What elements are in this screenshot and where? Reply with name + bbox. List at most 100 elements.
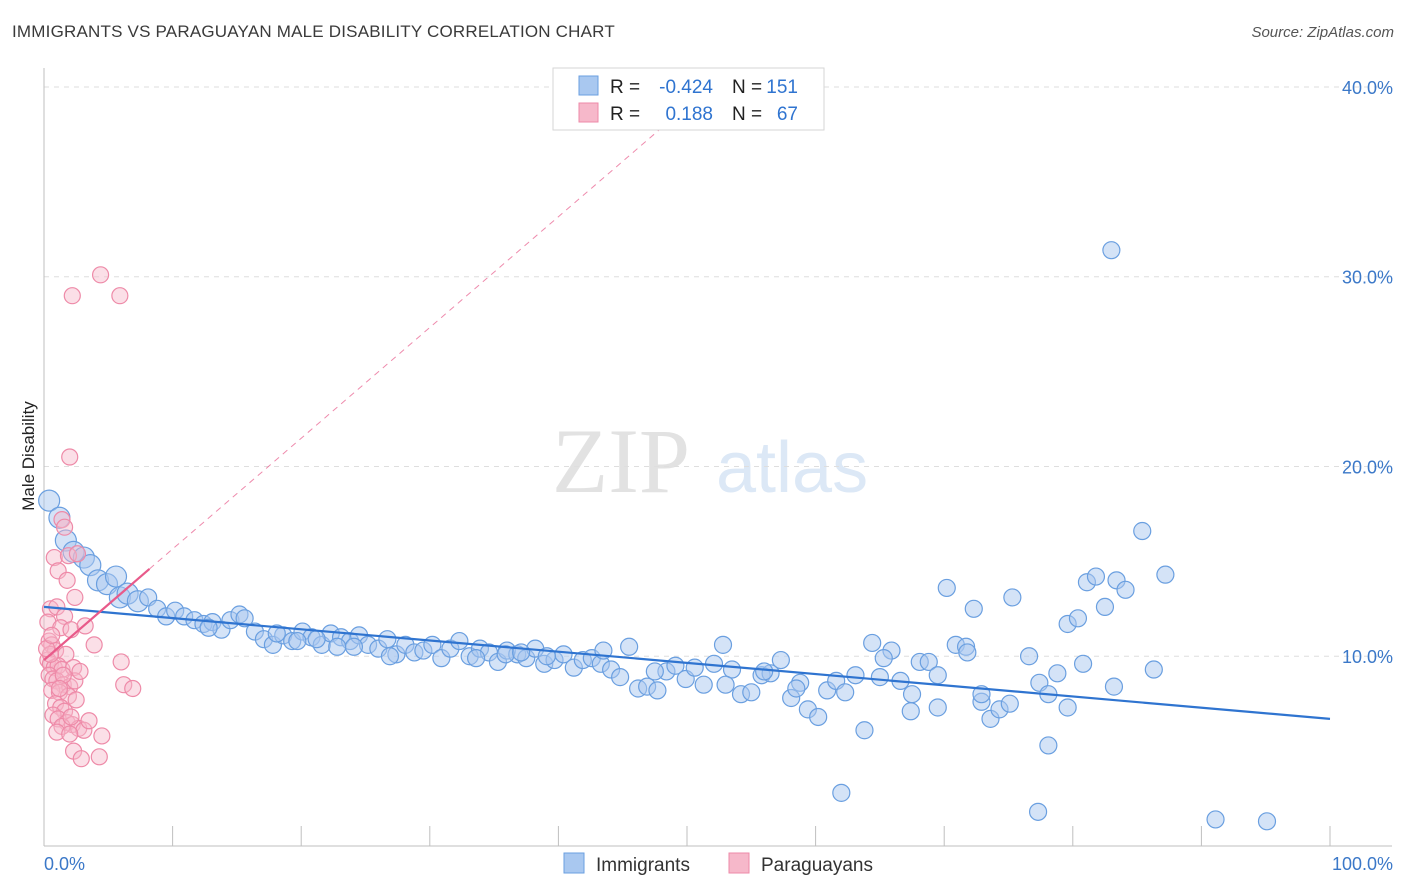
immigrants-point [902, 685, 922, 704]
immigrants-point [1086, 567, 1106, 586]
paraguayans-point [48, 723, 66, 741]
immigrants-n-value: 151 [766, 77, 798, 98]
x-tick-label: 100.0% [1332, 854, 1393, 874]
immigrants-r-value: -0.424 [659, 77, 713, 98]
paraguayans-point [61, 448, 79, 466]
immigrants-point [1102, 241, 1121, 260]
paraguayans-point [68, 545, 87, 563]
paraguayans-point [93, 727, 111, 745]
immigrants-point [1144, 660, 1163, 679]
series-legend: Immigrants Paraguayans [563, 852, 873, 876]
legend-paraguayans-swatch [728, 852, 750, 874]
watermark-atlas: atlas [716, 428, 868, 508]
immigrants-point [1019, 647, 1039, 666]
paraguayans-point [66, 588, 84, 607]
immigrants-point [694, 675, 713, 694]
immigrants-point [648, 681, 667, 700]
immigrants-point [1058, 698, 1077, 717]
source-credit: Source: ZipAtlas.com [1251, 24, 1394, 41]
immigrants-swatch [578, 75, 599, 96]
paraguayans-point [124, 679, 142, 698]
legend-immigrants-swatch [563, 852, 585, 874]
paraguayans-point [61, 725, 79, 743]
immigrants-point [855, 721, 874, 740]
immigrants-points [38, 241, 1277, 831]
immigrants-point [1068, 609, 1088, 628]
x-tick-label: 0.0% [44, 854, 85, 874]
immigrants-point [901, 702, 920, 721]
immigrants-point [919, 652, 938, 672]
axis-layer [43, 68, 1392, 847]
immigrants-point [685, 658, 704, 677]
y-tick-label: 20.0% [1342, 457, 1393, 477]
immigrants-point [958, 643, 977, 662]
immigrants-point [928, 666, 947, 685]
immigrants-point [742, 683, 761, 702]
paraguayans-point [91, 266, 110, 284]
paraguayans-point [80, 712, 98, 730]
paraguayans-point [71, 662, 89, 681]
immigrants-point [716, 675, 735, 694]
immigrants-point [1039, 736, 1058, 755]
immigrants-point [755, 662, 774, 681]
paraguayans-trend-extension [149, 105, 688, 570]
paraguayans-point [55, 518, 74, 536]
immigrants-point [344, 637, 364, 656]
immigrants-point [1000, 694, 1019, 713]
immigrants-point [1095, 597, 1115, 617]
paraguayans-point [85, 636, 103, 654]
paraguayans-point [75, 721, 93, 739]
immigrants-point [1028, 802, 1048, 821]
immigrants-point [450, 631, 469, 651]
immigrants-point [235, 609, 254, 628]
immigrants-n-label: N = [732, 77, 762, 98]
trend-lines [43, 105, 1331, 720]
immigrants-point [267, 624, 286, 643]
immigrants-point [1133, 521, 1152, 541]
immigrants-point [1048, 664, 1067, 683]
immigrants-point [466, 649, 486, 668]
immigrants-point [307, 630, 326, 649]
immigrants-point [620, 637, 639, 656]
immigrants-point [836, 683, 855, 702]
paraguayans-point [112, 653, 130, 671]
paraguayans-point [50, 683, 69, 701]
paraguayans-point [43, 626, 61, 644]
paraguayans-n-value: 67 [777, 104, 798, 125]
stats-legend: R = -0.424 N = 151 R = 0.188 N = 67 [552, 67, 825, 131]
immigrants-r-label: R = [610, 77, 640, 98]
immigrants-point [378, 630, 397, 649]
immigrants-point [199, 618, 218, 637]
paraguayans-point [90, 748, 108, 766]
paraguayans-point [72, 750, 90, 768]
paraguayans-point [67, 691, 85, 709]
paraguayans-point [50, 679, 69, 698]
immigrants-point [928, 698, 947, 717]
immigrants-point [874, 649, 893, 668]
immigrants-point [328, 637, 347, 656]
immigrants-point [832, 783, 851, 802]
x-tick-labels: 0.0% 100.0% [44, 854, 1393, 874]
paraguayans-point [58, 571, 76, 589]
y-tick-label: 10.0% [1342, 647, 1393, 667]
y-axis-title: Male Disability [19, 401, 38, 511]
immigrants-point [1206, 810, 1225, 829]
immigrants-point [870, 668, 890, 687]
immigrants-point [38, 489, 61, 512]
paraguayans-point [115, 676, 133, 694]
immigrants-point [771, 650, 790, 670]
paraguayans-point [111, 287, 129, 305]
paraguayans-points [37, 266, 142, 768]
immigrants-point [722, 660, 742, 679]
legend-immigrants-label: Immigrants [596, 855, 690, 876]
immigrants-point [1156, 565, 1175, 584]
immigrants-point [1116, 580, 1135, 599]
immigrants-point [863, 633, 882, 653]
immigrants-point [288, 631, 307, 651]
paraguayans-r-value: 0.188 [665, 104, 713, 125]
paraguayans-point [54, 666, 72, 684]
grid-layer [43, 86, 1392, 846]
paraguayans-point [45, 548, 63, 567]
immigrants-point [1257, 812, 1277, 831]
